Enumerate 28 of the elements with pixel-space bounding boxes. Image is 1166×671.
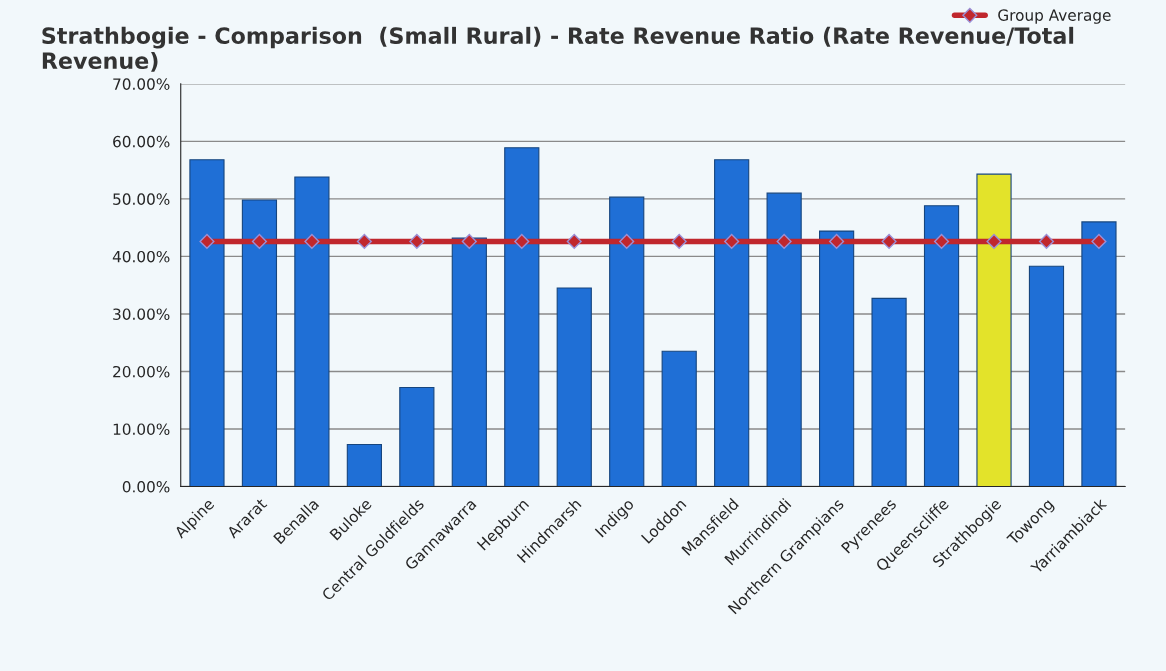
bar [609, 196, 645, 487]
y-tick-label: 10.00% [113, 423, 170, 435]
y-tick-label: 0.00% [122, 480, 170, 493]
bar [556, 287, 592, 487]
bar [923, 205, 960, 487]
bar [1028, 265, 1065, 487]
y-tick-label: 60.00% [113, 135, 170, 148]
bar [871, 297, 907, 487]
bar [714, 159, 750, 487]
bar [241, 199, 278, 487]
y-tick-label: 20.00% [113, 365, 170, 378]
bar [661, 350, 697, 487]
y-tick-label: 70.00% [113, 78, 170, 90]
bar [399, 386, 435, 487]
bar [451, 237, 487, 487]
bar [766, 192, 802, 487]
bar [1081, 221, 1117, 487]
bar [346, 443, 382, 487]
bar [294, 176, 330, 487]
bar [976, 173, 1012, 487]
y-tick-label: 50.00% [113, 193, 170, 205]
y-tick-label: 40.00% [112, 250, 170, 263]
legend-label: Group Average [998, 9, 1111, 24]
chart-title: Strathbogie - Comparison (Small Rural) - Rate Revenue Ratio (Rate Revenue/Total Revenue) [42, 26, 1074, 72]
y-tick-label: 30.00% [113, 308, 170, 320]
bar [189, 159, 225, 487]
bar [504, 147, 540, 487]
bar [818, 230, 855, 487]
